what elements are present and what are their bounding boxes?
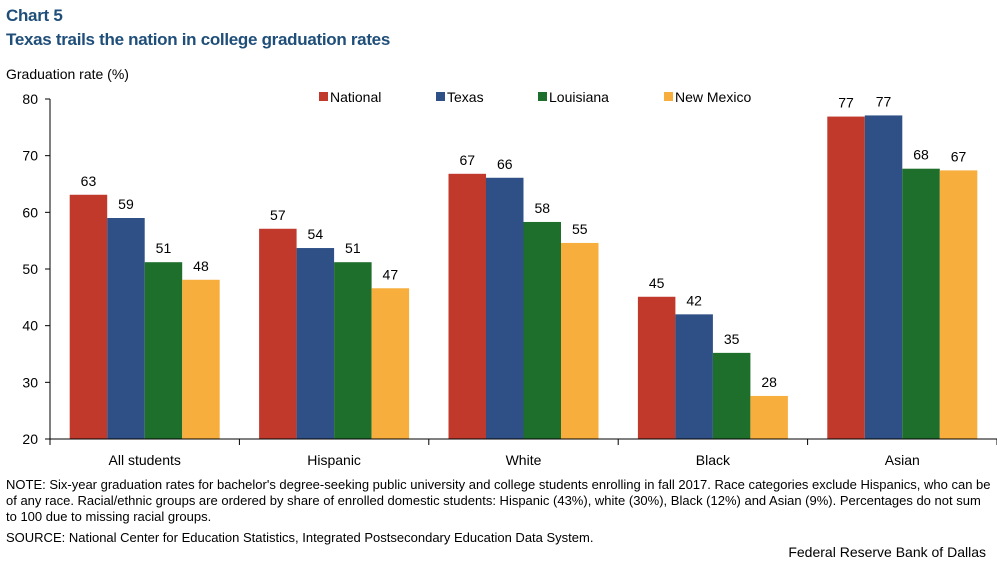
bar-texas-asian [864, 115, 903, 439]
bar-national-hispanic [259, 228, 297, 439]
legend-label-texas: Texas [447, 89, 484, 105]
data-label: 63 [81, 173, 97, 189]
bar-louisiana-asian [902, 168, 940, 439]
bar-louisiana-white [523, 221, 561, 439]
bar-new-mexico-asian [939, 170, 978, 439]
data-label: 47 [383, 266, 399, 282]
legend-label-louisiana: Louisiana [549, 89, 609, 105]
bar-louisiana-hispanic [334, 262, 372, 439]
bar-texas-black [675, 314, 713, 439]
data-label: 55 [572, 221, 588, 237]
x-tick-label: Black [696, 452, 731, 468]
chart-title: Texas trails the nation in college gradu… [6, 30, 390, 49]
bar-new-mexico-hispanic [371, 288, 410, 439]
bar-national-white [448, 173, 486, 440]
data-label: 77 [876, 93, 892, 109]
chart-number: Chart 5 [6, 6, 63, 25]
data-label: 67 [951, 148, 967, 164]
legend-swatch-louisiana [538, 92, 547, 101]
axes: 20 30 40 50 60 70 80 All students Hispanic White B… [22, 91, 997, 468]
data-label: 68 [913, 147, 929, 163]
y-tick-label: 70 [22, 148, 38, 164]
x-tick-label: Hispanic [307, 452, 361, 468]
data-label: 67 [459, 152, 475, 168]
x-tick-label: Asian [885, 452, 920, 468]
y-tick-label: 50 [22, 261, 38, 277]
bar-louisiana-black [712, 352, 751, 439]
legend-label-new-mexico: New Mexico [675, 89, 751, 105]
data-label: 42 [686, 292, 702, 308]
bar-louisiana-all-students [144, 262, 183, 439]
credit-line: Federal Reserve Bank of Dallas [788, 544, 986, 560]
bars [69, 115, 978, 440]
data-label: 45 [649, 275, 665, 291]
legend-swatch-texas [436, 92, 445, 101]
data-label: 58 [534, 200, 550, 216]
data-label: 77 [838, 95, 854, 111]
bar-new-mexico-white [561, 242, 599, 439]
data-label: 51 [156, 240, 172, 256]
x-tick-label: All students [109, 452, 181, 468]
data-label: 54 [308, 226, 324, 242]
y-tick-label: 80 [22, 91, 38, 107]
y-tick-label: 20 [22, 431, 38, 447]
x-tick-label: White [506, 452, 542, 468]
legend-label-national: National [330, 89, 381, 105]
data-label: 57 [270, 207, 286, 223]
bar-national-all-students [69, 194, 108, 439]
bar-texas-white [486, 177, 524, 439]
legend-swatch-new-mexico [664, 92, 673, 101]
footnote: NOTE: Six-year graduation rates for bach… [6, 477, 991, 524]
bar-chart: 63 57 67 45 77 59 54 66 42 77 51 51 58 35 68 48 47 55 28 67… [22, 89, 997, 468]
data-label: 51 [345, 240, 361, 256]
data-label: 66 [497, 156, 513, 172]
bar-national-black [637, 296, 676, 439]
source-note: SOURCE: National Center for Education St… [6, 530, 594, 545]
bar-new-mexico-all-students [182, 279, 220, 439]
data-label: 48 [193, 258, 209, 274]
y-tick-label: 30 [22, 374, 38, 390]
legend: National Texas Louisiana New Mexico [319, 89, 751, 105]
y-axis-label: Graduation rate (%) [6, 66, 129, 82]
y-tick-label: 40 [22, 318, 38, 334]
legend-swatch-national [319, 92, 328, 101]
data-label: 59 [118, 196, 134, 212]
y-tick-label: 60 [22, 204, 38, 220]
bar-texas-hispanic [296, 248, 335, 439]
data-label: 35 [724, 331, 740, 347]
data-label: 28 [761, 374, 777, 390]
data-labels: 63 57 67 45 77 59 54 66 42 77 51 51 58 35 68 48 47 55 28 67 [81, 93, 967, 390]
bar-new-mexico-black [750, 395, 788, 439]
bar-texas-all-students [107, 218, 145, 439]
bar-national-asian [827, 116, 865, 440]
